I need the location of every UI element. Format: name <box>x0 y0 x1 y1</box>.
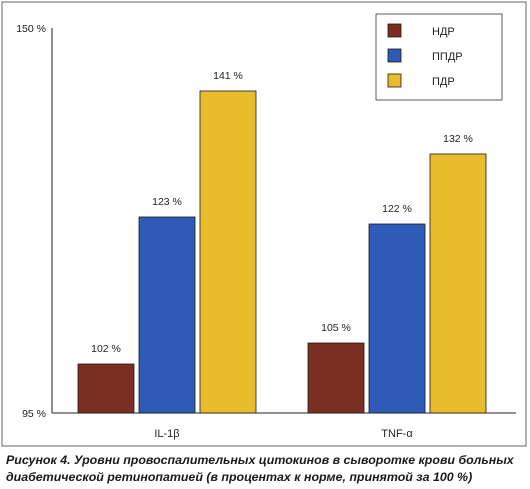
x-tick-label-il-1: IL-1β <box>154 428 179 440</box>
bar-1-1 <box>77 363 135 414</box>
legend-swatch-1 <box>387 23 402 38</box>
legend-label-1: НДР <box>432 26 455 38</box>
bar-value-label-2-1: 105 % <box>321 322 351 334</box>
bar-2-1 <box>307 342 365 414</box>
bar-value-label-2-2: 122 % <box>382 203 412 215</box>
y-axis-ticks: 95 % 150 % <box>16 23 46 420</box>
y-tick-label-0: 95 % <box>22 408 46 420</box>
bar-value-label-1-1: 102 % <box>91 343 121 355</box>
y-tick-label-1: 150 % <box>16 23 46 35</box>
bar-value-label-2-3: 132 % <box>443 133 473 145</box>
bar-marks <box>77 90 487 414</box>
bar-value-label-1-2: 123 % <box>152 196 182 208</box>
bar-data-labels: 102 % 123 % 141 % 105 % 122 % 132 % <box>91 70 473 355</box>
figure-caption: Рисунок 4. Уровни провоспалительных цито… <box>6 453 514 484</box>
bar-2-3 <box>429 153 487 414</box>
bar-1-3 <box>199 90 257 414</box>
legend-swatch-2 <box>387 48 402 63</box>
bar-value-label-1-3: 141 % <box>213 70 243 82</box>
x-tick-label-tnf: TNF-α <box>381 428 413 440</box>
legend: НДР ППДР ПДР <box>375 13 503 101</box>
legend-label-2: ППДР <box>432 51 463 63</box>
x-axis-tick-labels: IL-1β TNF-α <box>154 428 413 440</box>
bar-1-2 <box>138 216 196 414</box>
legend-swatch-3 <box>387 73 402 88</box>
legend-label-3: ПДР <box>432 76 455 88</box>
bar-2-2 <box>368 223 426 414</box>
